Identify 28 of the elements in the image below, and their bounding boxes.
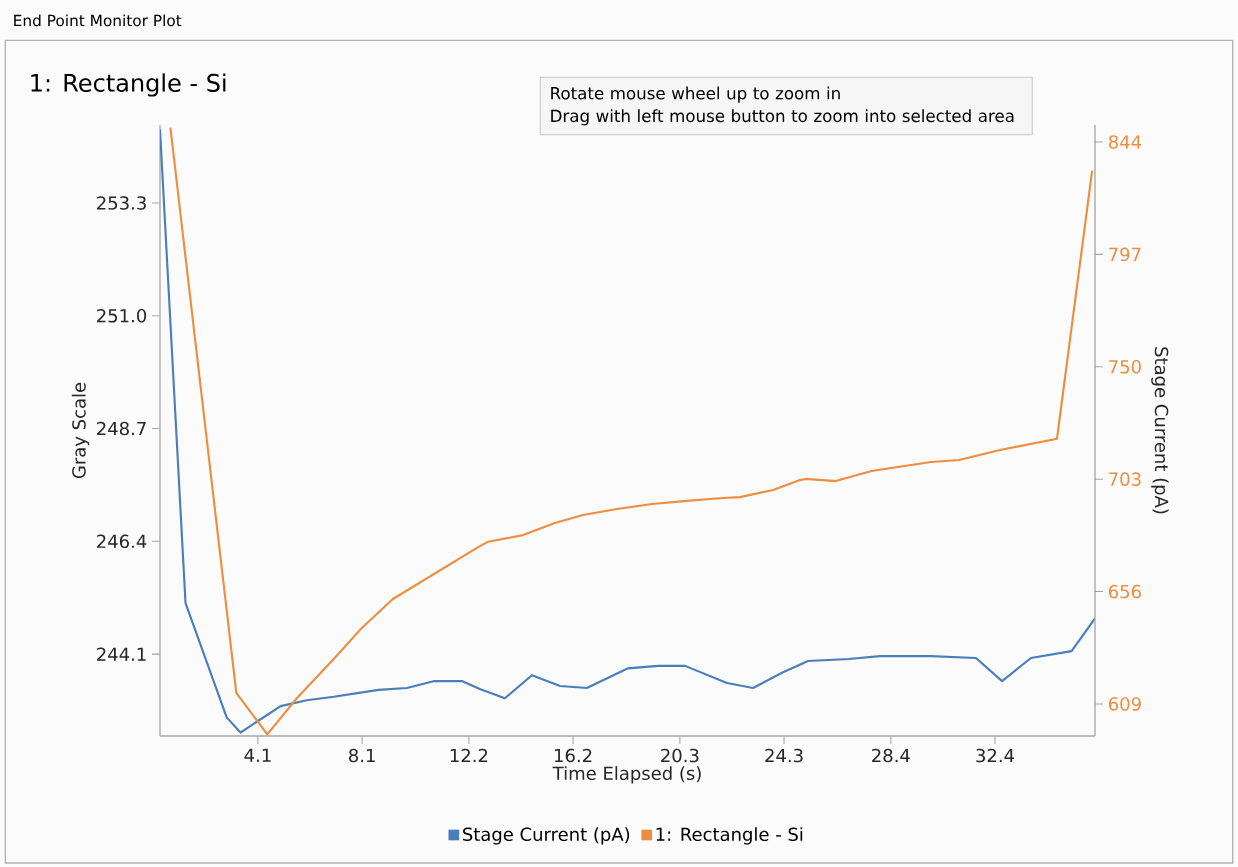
x-tick-label: 32.4 <box>976 748 1015 763</box>
legend-label: 1: Rectangle - Si <box>656 827 803 845</box>
y-axis-title: Gray Scale <box>71 382 90 479</box>
y2-tick-label: 609 <box>1108 697 1141 711</box>
x-tick-label: 12.2 <box>450 748 488 763</box>
text: Rotate mouse wheel up to zoom in <box>551 86 840 103</box>
y2-tick-label: 844 <box>1108 135 1142 149</box>
x-tick-label: 28.4 <box>872 748 910 763</box>
x-tick-label: 16.2 <box>555 748 592 763</box>
y2-tick-label: 703 <box>1109 472 1141 486</box>
y2-axis-title: Stage Current (pA) <box>1151 347 1169 514</box>
y2-tick-label: 797 <box>1109 247 1141 262</box>
y2-tick-label: 656 <box>1108 584 1141 599</box>
chart-subtitle: End Point Monitor Plot <box>14 14 182 27</box>
y-tick-label: 244.1 <box>97 647 146 661</box>
y-tick-label: 251.0 <box>97 308 147 323</box>
chart-title: 1: Rectangle - Si <box>31 73 226 97</box>
y-tick-label: 248.7 <box>97 421 146 436</box>
annotation: Drag with left mouse button to zoom into selected area <box>551 109 1014 126</box>
y-tick-label: 246.4 <box>97 534 147 549</box>
x-tick-label: 20.3 <box>661 748 699 763</box>
y2-tick-label: 750 <box>1109 359 1141 374</box>
legend-label: Stage Current (pA) <box>463 827 630 845</box>
x-axis-title: Time Elapsed (s) <box>552 766 701 784</box>
x-tick-label: 8.1 <box>349 748 375 763</box>
x-tick-label: 24.3 <box>765 748 803 763</box>
y-tick-label: 253.3 <box>97 196 146 210</box>
x-tick-label: 4.1 <box>244 748 271 762</box>
